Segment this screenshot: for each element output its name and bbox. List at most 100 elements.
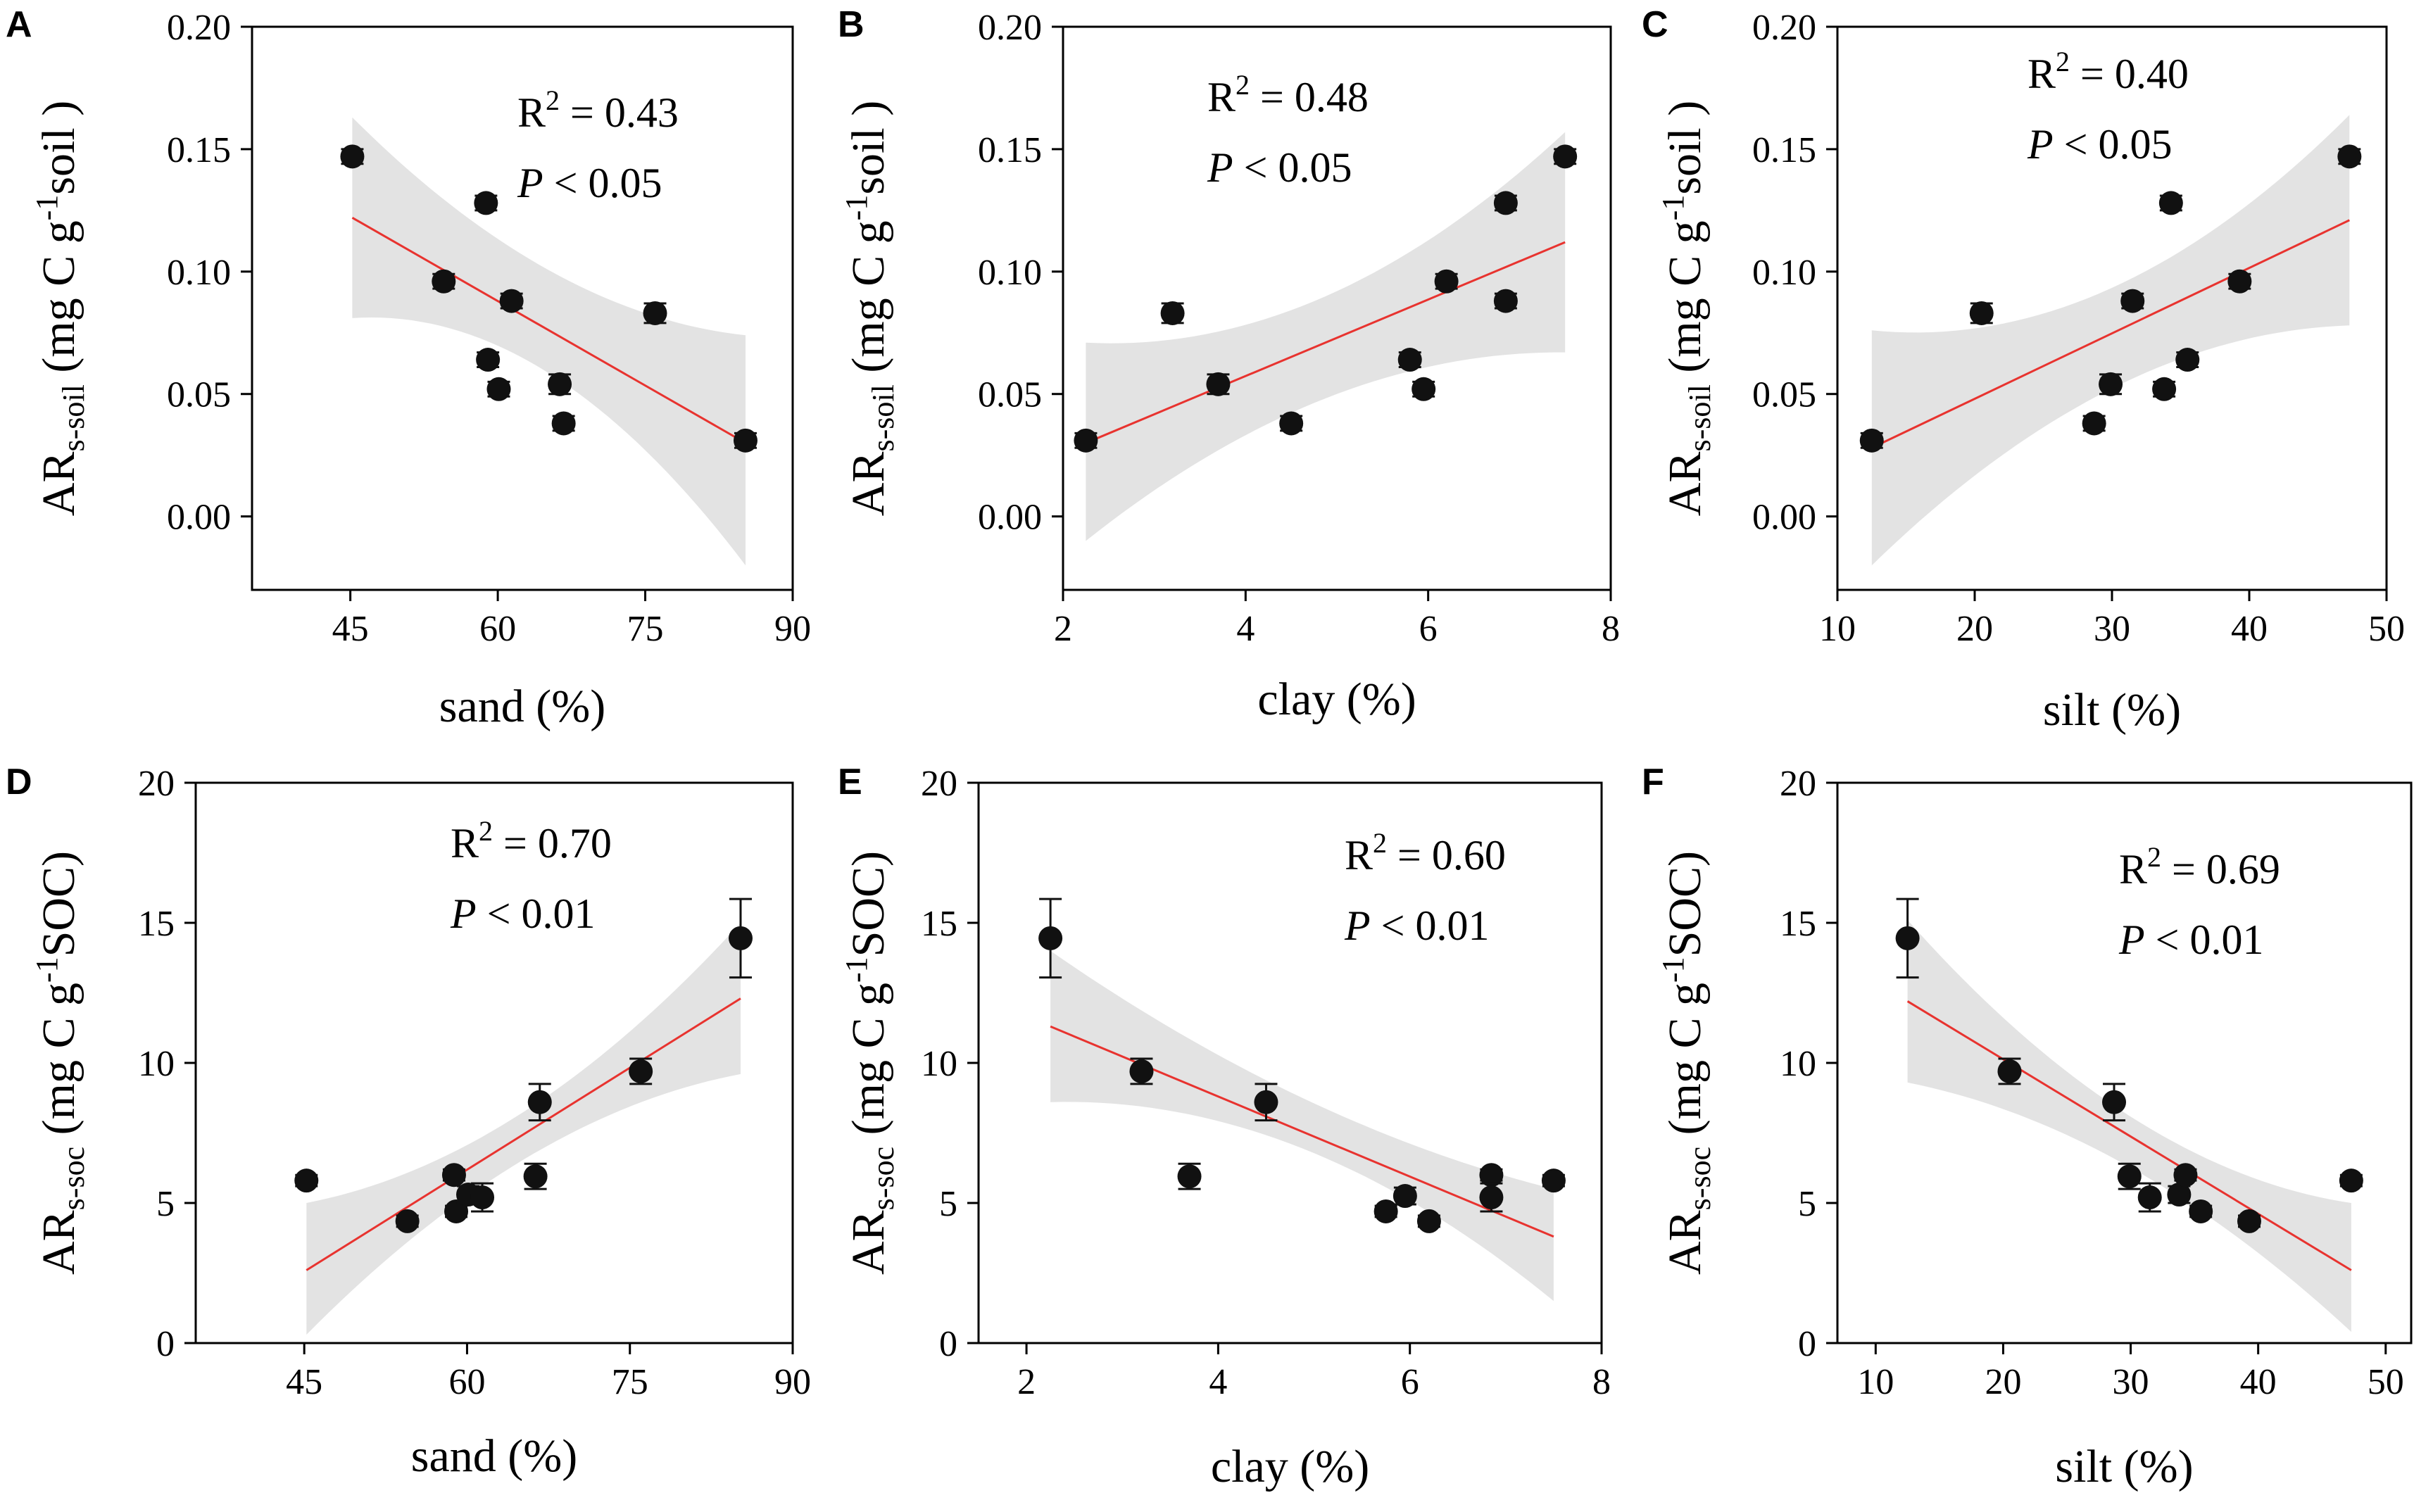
regression-line [1085, 241, 1566, 444]
confidence-band [352, 117, 746, 566]
regression-line [1871, 219, 2350, 449]
p-value-value: < 0.05 [1233, 144, 1352, 191]
panel-letter: E [838, 762, 862, 802]
y-axis-unit: (mg C g [1659, 983, 1711, 1147]
x-tick-label: 60 [448, 1362, 485, 1402]
y-tick-label: 5 [939, 1184, 957, 1224]
y-tick-label: 0.10 [978, 253, 1042, 293]
data-point [2189, 1199, 2213, 1223]
y-axis-symbol: AR [843, 452, 894, 517]
p-value-symbol: P [2118, 916, 2145, 963]
x-tick-label: 75 [627, 609, 664, 649]
y-axis-unit-exponent: -1 [30, 957, 64, 983]
y-tick-label: 5 [156, 1184, 175, 1224]
r-squared-value: = 0.40 [2070, 51, 2189, 97]
y-axis-unit-exponent: -1 [1656, 957, 1690, 983]
x-tick-label: 2 [1054, 609, 1072, 649]
y-tick-label: 10 [138, 1044, 175, 1084]
r-squared-exponent: 2 [2147, 841, 2161, 873]
p-value-label: P < 0.01 [2118, 916, 2264, 963]
p-value-symbol: P [1344, 902, 1371, 949]
data-point [1392, 1184, 1417, 1209]
y-tick-label: 0.10 [1752, 253, 1816, 293]
y-tick-label: 0 [939, 1324, 957, 1364]
y-tick-label: 10 [1780, 1044, 1816, 1084]
y-tick-label: 20 [921, 764, 957, 804]
p-value-value: < 0.01 [1371, 902, 1490, 949]
x-tick-label: 40 [2240, 1362, 2277, 1402]
r-squared-symbol: R [1345, 832, 1373, 878]
y-axis-symbol: AR [843, 1210, 894, 1275]
y-axis-subscript: s-soil [1683, 384, 1717, 451]
confidence-band [1086, 132, 1566, 541]
y-axis-title: ARs-soc (mg C g-1SOC) [30, 851, 91, 1275]
y-tick-label: 0.00 [978, 498, 1042, 538]
x-tick-label: 20 [1985, 1362, 2021, 1402]
x-tick-label: 50 [2368, 609, 2405, 649]
r-squared-symbol: R [2028, 51, 2056, 97]
r-squared-label: R2 = 0.60 [1345, 827, 1506, 878]
x-axis-title: silt (%) [2043, 684, 2181, 736]
y-axis-unit: (mg C g [843, 220, 894, 384]
x-tick-label: 8 [1602, 609, 1620, 649]
data-point [441, 1163, 466, 1187]
y-tick-label: 10 [921, 1044, 957, 1084]
data-point [1177, 1164, 1202, 1189]
x-tick-label: 20 [1956, 609, 1993, 649]
r-squared-exponent: 2 [479, 815, 493, 847]
data-point [474, 191, 498, 215]
x-tick-label: 4 [1236, 609, 1255, 649]
data-point [395, 1209, 420, 1233]
data-point [728, 926, 753, 950]
data-point [1493, 289, 1518, 313]
y-tick-label: 5 [1798, 1184, 1816, 1224]
data-point [2339, 1168, 2363, 1193]
x-tick-label: 10 [1857, 1362, 1894, 1402]
r-squared-value: = 0.70 [493, 820, 612, 867]
confidence-band [1907, 920, 2351, 1333]
y-axis-subscript: s-soil [56, 384, 91, 451]
data-point [1553, 144, 1578, 169]
y-axis-unit-tail: SOC) [1659, 851, 1711, 957]
y-axis-subscript: s-soil [866, 384, 900, 451]
data-point [523, 1164, 548, 1189]
data-point [1160, 301, 1185, 325]
p-value-label: P < 0.05 [2027, 121, 2173, 168]
y-tick-label: 15 [138, 904, 175, 944]
y-axis-subscript: s-soc [866, 1147, 900, 1210]
x-tick-label: 4 [1209, 1362, 1227, 1402]
confidence-band [306, 923, 741, 1335]
data-point [629, 1059, 653, 1083]
data-point [2167, 1183, 2192, 1207]
y-axis-unit: (mg C g [1659, 220, 1711, 384]
r-squared-symbol: R [517, 89, 546, 136]
y-axis-symbol: AR [1659, 1210, 1711, 1275]
data-point [2227, 269, 2252, 294]
x-tick-label: 45 [332, 609, 369, 649]
regression-line [1050, 1025, 1554, 1238]
p-value-value: < 0.01 [2145, 916, 2264, 963]
y-tick-label: 0.20 [978, 8, 1042, 48]
y-tick-label: 15 [921, 904, 957, 944]
data-point [1416, 1209, 1441, 1233]
data-point [1434, 269, 1459, 294]
data-point [294, 1168, 319, 1193]
data-point [527, 1090, 552, 1114]
r-squared-value: = 0.43 [560, 89, 679, 136]
y-axis-title: ARs-soil (mg C g-1soil ) [30, 101, 91, 516]
data-point [499, 289, 524, 313]
r-squared-symbol: R [451, 820, 479, 867]
data-point [643, 301, 667, 325]
data-point [2099, 372, 2123, 396]
x-tick-label: 50 [2368, 1362, 2404, 1402]
y-tick-label: 0.05 [978, 375, 1042, 415]
r-squared-value: = 0.48 [1250, 74, 1369, 120]
x-tick-label: 90 [774, 609, 811, 649]
x-axis-title: clay (%) [1211, 1441, 1369, 1492]
r-squared-label: R2 = 0.43 [517, 84, 679, 136]
